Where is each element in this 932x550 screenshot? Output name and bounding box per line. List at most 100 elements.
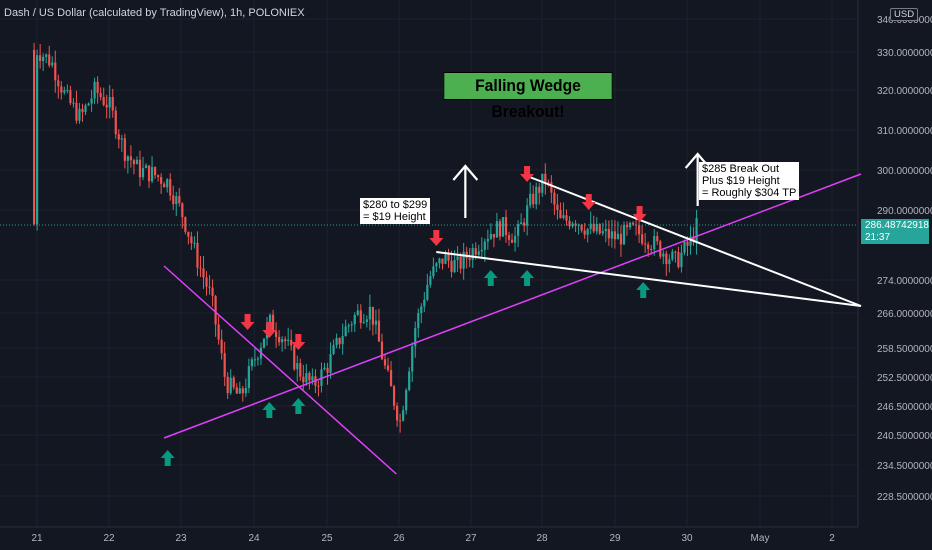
candle-body bbox=[75, 102, 78, 121]
candle-body bbox=[571, 223, 574, 227]
candle-body bbox=[489, 234, 492, 239]
candle-body bbox=[57, 80, 60, 87]
candle-body bbox=[595, 224, 598, 232]
candle-body bbox=[547, 182, 550, 184]
candle-body bbox=[293, 345, 296, 370]
candle-body bbox=[63, 90, 66, 93]
candle-body bbox=[644, 243, 647, 245]
candle-body bbox=[114, 110, 117, 135]
candle-body bbox=[486, 238, 489, 242]
candle-body bbox=[544, 173, 547, 183]
candle-body bbox=[193, 242, 196, 244]
candle-body bbox=[78, 108, 81, 121]
candle-body bbox=[429, 276, 432, 285]
candle-body bbox=[144, 165, 148, 168]
candle-body bbox=[568, 220, 571, 227]
y-tick-label: 252.50000000 bbox=[877, 373, 932, 384]
x-tick-label: 25 bbox=[321, 533, 333, 544]
candle-body bbox=[287, 339, 290, 342]
sell-arrow-icon bbox=[581, 194, 596, 210]
candle-body bbox=[90, 98, 93, 104]
y-tick-label: 320.00000000 bbox=[877, 86, 932, 97]
candle-body bbox=[501, 217, 505, 237]
x-tick-label: 28 bbox=[536, 533, 548, 544]
candle-body bbox=[329, 353, 332, 373]
candle-body bbox=[604, 228, 607, 232]
candle-body bbox=[610, 231, 613, 239]
candle-body bbox=[344, 326, 347, 337]
candle-body bbox=[132, 160, 136, 165]
candle-body bbox=[84, 105, 87, 113]
candle-body bbox=[662, 253, 665, 257]
candle-body bbox=[341, 336, 344, 345]
x-tick-label: 30 bbox=[681, 533, 693, 544]
candle-body bbox=[332, 345, 335, 354]
y-tick-label: 300.00000000 bbox=[877, 166, 932, 177]
candle-body bbox=[538, 186, 541, 193]
candle-body bbox=[371, 306, 374, 325]
candle-body bbox=[54, 62, 57, 81]
candle-body bbox=[72, 102, 75, 104]
candle-body bbox=[402, 410, 405, 421]
candle-body bbox=[211, 287, 214, 296]
candle-body bbox=[208, 286, 211, 288]
candle-body bbox=[420, 306, 423, 314]
candle-body bbox=[39, 55, 42, 62]
target-note[interactable]: $285 Break Out Plus $19 Height = Roughly… bbox=[699, 162, 800, 200]
buy-arrow-icon bbox=[160, 450, 175, 466]
candle-body bbox=[365, 319, 368, 322]
currency-badge[interactable]: USD bbox=[890, 8, 919, 21]
buy-arrow-icon bbox=[520, 270, 535, 286]
candle-body bbox=[532, 193, 535, 205]
candle-body bbox=[350, 324, 353, 326]
candle-body bbox=[435, 263, 438, 267]
candle-body bbox=[453, 260, 456, 273]
candle-body bbox=[389, 370, 393, 387]
candle-body bbox=[284, 339, 287, 342]
candle-body bbox=[202, 268, 205, 278]
candle-body bbox=[362, 321, 365, 323]
candle-body bbox=[281, 339, 284, 343]
candle-body bbox=[296, 363, 299, 370]
candle-body bbox=[105, 104, 108, 108]
candle-body bbox=[253, 359, 257, 361]
y-tick-label: 266.00000000 bbox=[877, 309, 932, 320]
candle-body bbox=[223, 353, 226, 377]
x-tick-label: 23 bbox=[175, 533, 187, 544]
y-tick-label: 330.00000000 bbox=[877, 48, 932, 59]
candle-body bbox=[510, 239, 514, 243]
candle-body bbox=[157, 175, 160, 177]
height-note[interactable]: $280 to $299 = $19 Height bbox=[360, 198, 431, 224]
candle-body bbox=[178, 196, 181, 204]
headline-annotation[interactable]: Falling Wedge Breakout! bbox=[443, 72, 613, 121]
candle-body bbox=[368, 306, 371, 320]
candle-body bbox=[102, 97, 105, 105]
candle-body bbox=[583, 230, 586, 235]
candle-body bbox=[347, 325, 350, 327]
target-note-line-3: = Roughly $304 TP bbox=[702, 187, 797, 199]
candle-body bbox=[513, 235, 517, 243]
candle-body bbox=[686, 241, 689, 246]
candle-body bbox=[99, 92, 102, 98]
symbol-title: Dash / US Dollar (calculated by TradingV… bbox=[4, 7, 305, 19]
candle-body bbox=[60, 86, 63, 93]
candle-body bbox=[553, 192, 556, 205]
candle-body bbox=[138, 159, 142, 178]
x-tick-label: 22 bbox=[103, 533, 115, 544]
candle-body bbox=[262, 338, 266, 348]
candle-body bbox=[483, 241, 486, 250]
candle-body bbox=[184, 217, 187, 232]
buy-arrow-icon bbox=[262, 402, 277, 418]
candle-body bbox=[271, 314, 275, 332]
y-tick-label: 228.50000000 bbox=[877, 492, 932, 503]
candle-body bbox=[386, 365, 390, 371]
candle-body bbox=[190, 236, 193, 244]
candle-body bbox=[399, 420, 402, 422]
candle-body bbox=[274, 331, 278, 337]
candle-body bbox=[326, 367, 329, 373]
candle-body bbox=[432, 266, 435, 277]
x-tick-label: 21 bbox=[31, 533, 43, 544]
candle-body bbox=[374, 320, 378, 325]
candle-body bbox=[650, 249, 653, 251]
candle-body bbox=[631, 222, 635, 225]
